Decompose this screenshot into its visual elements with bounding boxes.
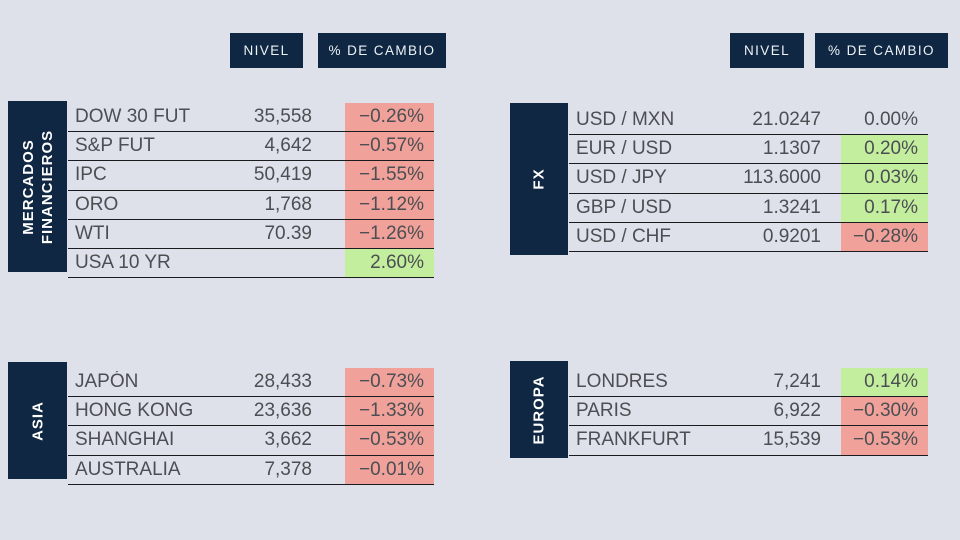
table-row: SHANGHAI 3,662 −0.53% xyxy=(68,426,434,456)
table-row: HONG KONG 23,636 −1.33% xyxy=(68,397,434,427)
instrument-level: 7,241 xyxy=(773,371,821,393)
instrument-change: −1.33% xyxy=(345,397,434,426)
instrument-change: −0.53% xyxy=(841,426,928,455)
instrument-level: 1.3241 xyxy=(762,196,821,218)
table-row: USD / CHF 0.9201 −0.28% xyxy=(569,222,928,252)
fx-table: USD / MXN 21.0247 0.00% EUR / USD 1.1307… xyxy=(569,106,928,252)
section-label-fx: FX xyxy=(510,103,568,255)
instrument-level: 1.1307 xyxy=(762,138,821,160)
instrument-change: 2.60% xyxy=(345,248,434,278)
instrument-level: 113.6000 xyxy=(743,167,821,189)
instrument-change: −0.01% xyxy=(345,455,434,484)
europa-table: LONDRES 7,241 0.14% PARIS 6,922 −0.30% F… xyxy=(569,368,928,456)
instrument-name: USD / JPY xyxy=(576,167,667,189)
instrument-change: −0.57% xyxy=(345,132,434,161)
instrument-change: −1.26% xyxy=(345,219,434,248)
instrument-name: SHANGHAI xyxy=(75,429,175,451)
instrument-change: −0.26% xyxy=(345,103,434,132)
table-row: IPC 50,419 −1.55% xyxy=(68,161,434,191)
instrument-level: 3,662 xyxy=(264,429,312,451)
asia-table: JAPÓN 28,433 −0.73% HONG KONG 23,636 −1.… xyxy=(68,368,434,485)
instrument-name: JAPÓN xyxy=(75,371,139,393)
mercados-financieros-table: DOW 30 FUT 35,558 −0.26% S&P FUT 4,642 −… xyxy=(68,103,434,279)
instrument-change: −0.30% xyxy=(841,397,928,426)
nivel-button-right[interactable]: NIVEL xyxy=(730,33,804,68)
instrument-name: ORO xyxy=(75,193,119,215)
table-row: USD / MXN 21.0247 0.00% xyxy=(569,106,928,136)
instrument-name: USD / MXN xyxy=(576,109,675,131)
instrument-level: 4,642 xyxy=(264,135,312,157)
section-label-line: MERCADOS xyxy=(19,138,37,235)
instrument-level: 50,419 xyxy=(253,164,312,186)
table-row: EUR / USD 1.1307 0.20% xyxy=(569,135,928,165)
instrument-name: USA 10 YR xyxy=(75,252,171,274)
instrument-name: GBP / USD xyxy=(576,196,672,218)
instrument-name: FRANKFURT xyxy=(576,429,691,451)
nivel-button-left[interactable]: NIVEL xyxy=(230,33,303,68)
instrument-name: HONG KONG xyxy=(75,400,194,422)
section-label-line: EUROPA xyxy=(530,374,548,445)
table-row: USD / JPY 113.6000 0.03% xyxy=(569,164,928,194)
table-row: DOW 30 FUT 35,558 −0.26% xyxy=(68,103,434,133)
section-label-line: FINANCIEROS xyxy=(38,129,56,244)
instrument-name: AUSTRALIA xyxy=(75,458,181,480)
instrument-level: 21.0247 xyxy=(752,109,821,131)
instrument-level: 28,433 xyxy=(253,371,312,393)
instrument-change: 0.14% xyxy=(841,368,928,397)
instrument-level: 0.9201 xyxy=(762,225,821,247)
instrument-level: 35,558 xyxy=(253,106,312,128)
table-row: WTI 70.39 −1.26% xyxy=(68,219,434,249)
instrument-change: 0.00% xyxy=(864,109,918,131)
cambio-button-right[interactable]: % DE CAMBIO xyxy=(815,33,948,68)
cambio-button-left[interactable]: % DE CAMBIO xyxy=(318,33,446,68)
instrument-name: S&P FUT xyxy=(75,135,155,157)
section-label-mercados-financieros: MERCADOS FINANCIEROS xyxy=(8,101,67,272)
section-label-line: FX xyxy=(530,168,548,190)
instrument-name: WTI xyxy=(75,222,110,244)
instrument-name: EUR / USD xyxy=(576,138,673,160)
table-row: LONDRES 7,241 0.14% xyxy=(569,368,928,398)
table-row: JAPÓN 28,433 −0.73% xyxy=(68,368,434,398)
instrument-level: 23,636 xyxy=(253,400,312,422)
instrument-level: 7,378 xyxy=(264,458,312,480)
section-label-europa: EUROPA xyxy=(510,361,568,458)
table-row: PARIS 6,922 −0.30% xyxy=(569,397,928,427)
instrument-change: 0.03% xyxy=(841,164,928,193)
instrument-level: 15,539 xyxy=(762,429,821,451)
instrument-name: DOW 30 FUT xyxy=(75,106,191,128)
instrument-change: −0.53% xyxy=(345,426,434,455)
instrument-name: IPC xyxy=(75,164,107,186)
instrument-level: 1,768 xyxy=(264,193,312,215)
table-row: S&P FUT 4,642 −0.57% xyxy=(68,132,434,162)
section-label-asia: ASIA xyxy=(8,362,67,479)
instrument-change: −1.55% xyxy=(345,161,434,190)
instrument-name: USD / CHF xyxy=(576,225,671,247)
instrument-level: 70.39 xyxy=(264,222,312,244)
instrument-change: 0.17% xyxy=(841,193,928,222)
instrument-change: −0.73% xyxy=(345,368,434,397)
instrument-change: −1.12% xyxy=(345,190,434,219)
table-row: FRANKFURT 15,539 −0.53% xyxy=(569,426,928,456)
table-row: USA 10 YR 2.60% xyxy=(68,248,434,279)
instrument-level: 6,922 xyxy=(773,400,821,422)
table-row: AUSTRALIA 7,378 −0.01% xyxy=(68,455,434,485)
table-row: GBP / USD 1.3241 0.17% xyxy=(569,193,928,223)
section-label-line: ASIA xyxy=(29,400,46,441)
instrument-name: PARIS xyxy=(576,400,632,422)
instrument-change: 0.20% xyxy=(841,135,928,164)
table-row: ORO 1,768 −1.12% xyxy=(68,190,434,220)
instrument-change: −0.28% xyxy=(841,222,928,251)
instrument-name: LONDRES xyxy=(576,371,668,393)
